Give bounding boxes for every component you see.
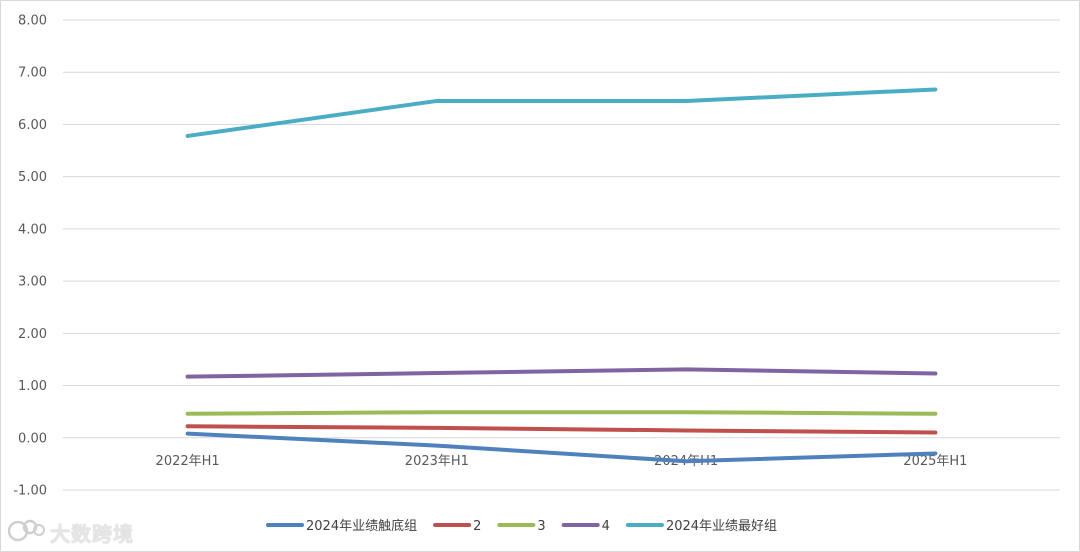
y-tick-label: 6.00 bbox=[18, 118, 47, 133]
y-tick-label: 3.00 bbox=[18, 275, 47, 290]
legend: 2024年业绩触底组 2 3 4 2024年业绩最好组 bbox=[266, 518, 777, 534]
y-tick-label: 1.00 bbox=[18, 379, 47, 394]
y-tick-label: 7.00 bbox=[18, 66, 47, 81]
x-tick-label: 2025年H1 bbox=[903, 454, 967, 469]
series-line-5 bbox=[185, 87, 938, 138]
legend-label-2: 2 bbox=[473, 519, 481, 534]
series-lines bbox=[185, 87, 938, 464]
y-tick-label: -1.00 bbox=[13, 484, 47, 499]
legend-label-4: 4 bbox=[602, 519, 610, 534]
watermark-text: 大数跨境 bbox=[50, 522, 134, 546]
y-tick-label: 4.00 bbox=[18, 222, 47, 237]
legend-label-1: 2024年业绩触底组 bbox=[306, 518, 417, 534]
series-line-1 bbox=[185, 431, 938, 464]
y-tick-label: 0.00 bbox=[18, 431, 47, 446]
legend-label-3: 3 bbox=[537, 519, 545, 534]
y-axis-ticks: 8.00 7.00 6.00 5.00 4.00 3.00 2.00 1.00 0.00 -1.0… bbox=[13, 14, 47, 499]
x-axis-ticks: 2022年H1 2023年H1 2024年H1 2025年H1 bbox=[156, 454, 968, 469]
series-line-3 bbox=[185, 410, 938, 416]
y-tick-label: 5.00 bbox=[18, 170, 47, 185]
series-line-2 bbox=[185, 424, 938, 435]
series-line-4 bbox=[185, 367, 938, 379]
legend-label-5: 2024年业绩最好组 bbox=[666, 519, 777, 534]
x-tick-label: 2022年H1 bbox=[156, 454, 220, 469]
x-tick-label: 2023年H1 bbox=[405, 454, 469, 469]
y-tick-label: 8.00 bbox=[18, 14, 47, 29]
y-tick-label: 2.00 bbox=[18, 327, 47, 342]
grid-lines bbox=[63, 19, 1060, 491]
